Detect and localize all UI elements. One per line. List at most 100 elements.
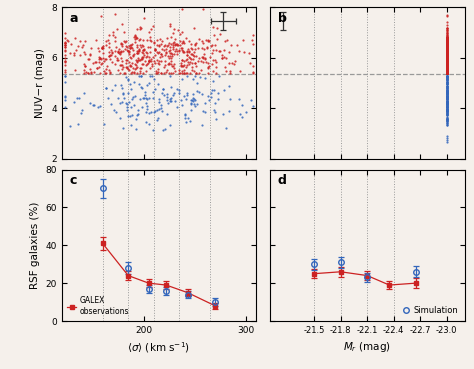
- Point: [117, 82, 124, 88]
- Point: [443, 94, 451, 100]
- Point: [443, 56, 451, 62]
- Point: [443, 68, 451, 74]
- Point: [443, 48, 451, 54]
- Point: [99, 44, 106, 50]
- Point: [443, 110, 451, 116]
- Point: [443, 94, 451, 100]
- Point: [443, 76, 451, 82]
- Point: [143, 37, 151, 43]
- Point: [443, 104, 451, 110]
- Point: [153, 38, 160, 44]
- Point: [179, 63, 187, 69]
- Point: [128, 44, 135, 50]
- Point: [443, 70, 451, 76]
- Point: [111, 82, 119, 88]
- Point: [443, 53, 451, 59]
- Point: [133, 58, 141, 64]
- Point: [443, 118, 451, 124]
- Point: [167, 34, 174, 40]
- Point: [443, 57, 451, 63]
- Point: [210, 78, 217, 84]
- Point: [443, 89, 451, 95]
- Point: [146, 37, 154, 43]
- Point: [443, 107, 451, 113]
- Point: [188, 100, 195, 106]
- Point: [443, 89, 451, 95]
- Point: [443, 107, 451, 113]
- Point: [443, 99, 451, 105]
- Point: [240, 49, 247, 55]
- Point: [190, 69, 197, 75]
- Point: [123, 45, 130, 51]
- Point: [443, 99, 451, 104]
- Point: [222, 69, 229, 75]
- Point: [213, 70, 220, 76]
- Point: [443, 67, 451, 73]
- Point: [443, 100, 451, 106]
- Point: [443, 64, 451, 70]
- Point: [443, 79, 451, 85]
- Point: [189, 98, 197, 104]
- Point: [201, 100, 209, 106]
- Point: [443, 29, 451, 35]
- Point: [443, 39, 451, 45]
- Point: [443, 54, 451, 60]
- Point: [61, 73, 68, 79]
- Point: [164, 100, 172, 106]
- Point: [163, 50, 170, 56]
- Point: [443, 31, 451, 37]
- Point: [158, 38, 166, 44]
- Point: [443, 57, 451, 63]
- Point: [182, 96, 190, 101]
- Point: [443, 56, 451, 62]
- Point: [443, 93, 451, 99]
- Point: [169, 63, 176, 69]
- Point: [132, 39, 139, 45]
- Point: [443, 73, 451, 79]
- Point: [67, 41, 75, 46]
- Point: [443, 39, 451, 45]
- Point: [443, 66, 451, 72]
- Point: [99, 43, 106, 49]
- Point: [443, 89, 451, 95]
- Point: [125, 51, 133, 57]
- Point: [443, 94, 451, 100]
- Point: [184, 115, 192, 121]
- Point: [161, 126, 169, 132]
- Point: [80, 66, 87, 72]
- Point: [443, 38, 451, 44]
- Point: [443, 73, 451, 79]
- Point: [443, 102, 451, 108]
- Point: [443, 70, 451, 76]
- Point: [443, 57, 451, 63]
- Point: [123, 104, 131, 110]
- Point: [443, 51, 451, 56]
- Point: [142, 68, 149, 74]
- Point: [443, 61, 451, 67]
- Point: [220, 87, 228, 93]
- Point: [443, 40, 451, 46]
- Point: [443, 38, 451, 44]
- Point: [443, 56, 451, 62]
- Point: [247, 97, 255, 103]
- Point: [202, 37, 210, 43]
- Point: [187, 101, 194, 107]
- Point: [443, 55, 451, 61]
- Point: [61, 35, 68, 41]
- Point: [443, 104, 451, 110]
- Point: [132, 116, 139, 122]
- Point: [141, 46, 148, 52]
- Point: [443, 33, 451, 39]
- Point: [155, 99, 163, 105]
- Point: [106, 52, 114, 58]
- Point: [443, 62, 451, 68]
- Point: [443, 35, 451, 41]
- Point: [443, 55, 451, 61]
- Point: [443, 50, 451, 56]
- Point: [443, 99, 451, 105]
- Point: [134, 111, 141, 117]
- Point: [116, 46, 123, 52]
- Point: [142, 92, 149, 98]
- Point: [61, 94, 68, 100]
- Point: [205, 38, 213, 44]
